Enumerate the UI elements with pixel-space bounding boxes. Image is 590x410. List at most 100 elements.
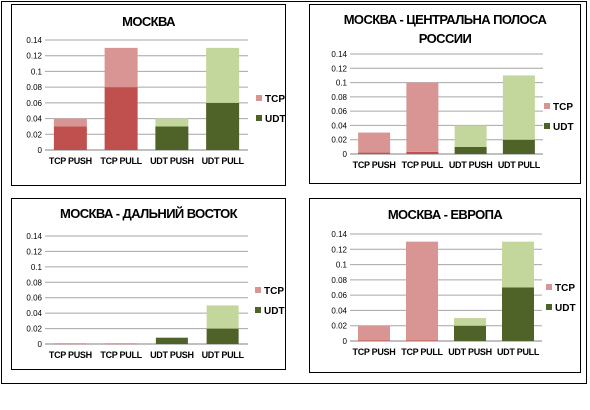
legend-swatch bbox=[255, 307, 261, 313]
bar-segment-tcp bbox=[155, 118, 189, 127]
y-tick-label: 0.14 bbox=[331, 230, 347, 239]
bar-segment-tcp bbox=[502, 241, 534, 288]
bar-segment-tcp bbox=[406, 82, 439, 152]
y-tick-label: 0.12 bbox=[331, 245, 347, 254]
bar-segment-udt bbox=[502, 287, 534, 341]
y-tick-label: 0.12 bbox=[26, 247, 42, 256]
y-tick-label: 0.02 bbox=[331, 322, 347, 331]
legend-swatch bbox=[546, 284, 552, 290]
bar-segment-tcp bbox=[358, 325, 390, 341]
chart-title: МОСКВА - ДАЛЬНИЙ ВОСТОК bbox=[12, 204, 285, 223]
x-category-label: UDT PUSH bbox=[448, 347, 492, 357]
chart-plot-moscow-europe: 0 0.02 0.04 0.06 0.08 0.1 0.12 0.14 TCP PUSH TCP … bbox=[331, 230, 576, 357]
y-tick-label: 0.12 bbox=[26, 52, 42, 61]
x-category-label: TCP PUSH bbox=[353, 347, 396, 357]
y-tick-label: 0.1 bbox=[31, 263, 43, 272]
bar-segment-udt bbox=[406, 340, 438, 341]
bar-segment-udt bbox=[105, 343, 138, 345]
legend-label: TCP bbox=[553, 102, 573, 113]
y-tick-label: 0.02 bbox=[331, 136, 347, 145]
bar-segment-udt bbox=[358, 152, 391, 154]
bar-segment-tcp bbox=[104, 47, 138, 88]
bar-segment-udt bbox=[502, 139, 535, 154]
x-category-label: UDT PULL bbox=[498, 160, 541, 170]
bar-segment-udt bbox=[54, 343, 87, 345]
x-category-label: TCP PULL bbox=[402, 160, 444, 170]
y-tick-label: 0.04 bbox=[331, 121, 347, 130]
chart-title-line: МОСКВА - ДАЛЬНИЙ ВОСТОК bbox=[59, 206, 238, 221]
x-category-label: TCP PULL bbox=[401, 347, 443, 357]
chart-plot-moscow-far-east: 0 0.02 0.04 0.06 0.08 0.1 0.12 0.14 TCP PUSH TCP … bbox=[26, 232, 285, 360]
y-tick-label: 0.06 bbox=[331, 107, 347, 116]
bar-segment-tcp bbox=[454, 125, 487, 147]
y-tick-label: 0.08 bbox=[331, 93, 347, 102]
x-category-label: UDT PULL bbox=[497, 347, 540, 357]
chart-title: МОСКВА bbox=[12, 12, 285, 31]
chart-panel-moscow: МОСКВА 0 0.02 0.04 0.06 0.08 0.1 0.12 0.14 TCP P… bbox=[11, 4, 286, 186]
y-tick-label: 0.04 bbox=[331, 306, 347, 315]
x-category-label: TCP PUSH bbox=[49, 156, 92, 166]
x-category-label: UDT PUSH bbox=[449, 160, 493, 170]
bar-segment-udt bbox=[406, 151, 439, 154]
y-tick-label: 0 bbox=[38, 146, 43, 155]
bar-segment-tcp bbox=[206, 47, 240, 103]
chart-panel-moscow-europe: МОСКВА - ЕВРОПА 0 0.02 0.04 0.06 0.08 0.1 0.12… bbox=[309, 198, 581, 373]
bar-segment-udt bbox=[155, 337, 188, 344]
bar-segment-udt bbox=[454, 325, 486, 341]
chart-panel-moscow-far-east: МОСКВА - ДАЛЬНИЙ ВОСТОК 0 0.02 0.04 0.06 0.0… bbox=[11, 198, 286, 370]
y-tick-label: 0.1 bbox=[31, 67, 43, 76]
x-category-label: TCP PUSH bbox=[353, 160, 396, 170]
x-category-label: UDT PULL bbox=[202, 156, 245, 166]
y-tick-label: 0.04 bbox=[26, 309, 42, 318]
bar-segment-tcp bbox=[105, 343, 138, 344]
chart-title-line: МОСКВА bbox=[122, 14, 175, 29]
legend-swatch bbox=[256, 95, 262, 101]
bar-segment-tcp bbox=[155, 337, 188, 338]
legend-swatch bbox=[544, 103, 550, 109]
legend-swatch bbox=[546, 304, 552, 310]
legend-swatch bbox=[544, 123, 550, 129]
legend-label: TCP bbox=[265, 94, 285, 105]
x-category-label: UDT PUSH bbox=[150, 156, 194, 166]
y-tick-label: 0.08 bbox=[26, 83, 42, 92]
y-tick-label: 0.14 bbox=[331, 50, 347, 59]
legend-label: UDT bbox=[553, 122, 574, 133]
y-tick-label: 0.14 bbox=[26, 36, 42, 45]
bar-segment-udt bbox=[358, 340, 390, 341]
y-tick-label: 0.06 bbox=[26, 99, 42, 108]
y-tick-label: 0.08 bbox=[26, 278, 42, 287]
chart-title: МОСКВА - ЦЕНТРАЛЬНА ПОЛОСА РОССИИ bbox=[310, 10, 580, 48]
legend-label: UDT bbox=[265, 114, 286, 125]
y-tick-label: 0.12 bbox=[331, 64, 347, 73]
x-category-label: TCP PUSH bbox=[49, 350, 92, 360]
legend-label: TCP bbox=[555, 283, 575, 294]
chart-title-line: МОСКВА - ЕВРОПА bbox=[387, 207, 503, 222]
bar-segment-udt bbox=[104, 87, 138, 150]
bar-segment-tcp bbox=[358, 132, 391, 153]
y-tick-label: 0 bbox=[343, 150, 348, 159]
chart-plot-moscow-central-russia: 0 0.02 0.04 0.06 0.08 0.1 0.12 0.14 TCP PUSH TCP … bbox=[331, 50, 574, 170]
chart-title: МОСКВА - ЕВРОПА bbox=[310, 205, 580, 224]
y-tick-label: 0.06 bbox=[26, 294, 42, 303]
y-tick-label: 0.04 bbox=[26, 115, 42, 124]
chart-plot-moscow: 0 0.02 0.04 0.06 0.08 0.1 0.12 0.14 TCP PUSH TCP … bbox=[26, 36, 286, 166]
y-tick-label: 0.14 bbox=[26, 232, 42, 241]
y-tick-label: 0.02 bbox=[26, 130, 42, 139]
bar-segment-udt bbox=[155, 126, 189, 150]
chart-title-line: РОССИИ bbox=[418, 31, 472, 46]
y-tick-label: 0 bbox=[38, 340, 43, 349]
y-tick-label: 0.1 bbox=[336, 261, 348, 270]
chart-title-line: МОСКВА - ЦЕНТРАЛЬНА ПОЛОСА bbox=[343, 12, 547, 27]
legend-label: UDT bbox=[264, 306, 285, 317]
legend-label: TCP bbox=[264, 286, 284, 297]
bar-segment-tcp bbox=[454, 318, 486, 326]
x-category-label: UDT PULL bbox=[202, 350, 245, 360]
y-tick-label: 0 bbox=[343, 337, 348, 346]
bar-segment-tcp bbox=[53, 118, 87, 127]
legend-label: UDT bbox=[555, 303, 576, 314]
bar-segment-tcp bbox=[502, 75, 535, 140]
x-category-label: TCP PULL bbox=[100, 350, 142, 360]
bar-segment-udt bbox=[454, 146, 487, 154]
bar-segment-udt bbox=[53, 126, 87, 150]
bar-segment-udt bbox=[206, 328, 239, 344]
